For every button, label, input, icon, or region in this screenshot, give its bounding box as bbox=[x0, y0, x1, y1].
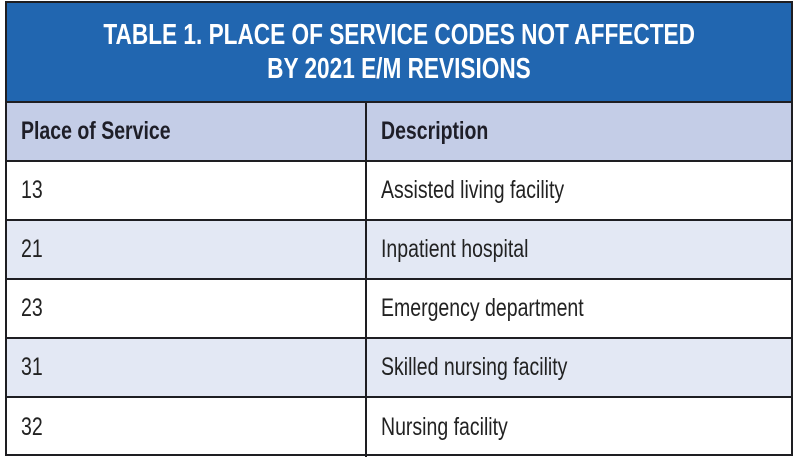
cell-description: Assisted living facility bbox=[381, 176, 565, 204]
table-header-row: Place of Service Description bbox=[7, 103, 791, 162]
cell-code: 31 bbox=[7, 339, 367, 396]
header-description: Description bbox=[381, 117, 489, 145]
title-line-1: TABLE 1. PLACE OF SERVICE CODES NOT AFFE… bbox=[103, 19, 695, 51]
table-row: 13 Assisted living facility bbox=[7, 162, 791, 221]
table-row: 23 Emergency department bbox=[7, 280, 791, 339]
table-row: 32 Nursing facility bbox=[7, 398, 791, 457]
header-place-of-service: Place of Service bbox=[7, 103, 367, 160]
table-title: TABLE 1. PLACE OF SERVICE CODES NOT AFFE… bbox=[7, 3, 791, 103]
cell-code: 13 bbox=[7, 162, 367, 219]
table-row: 31 Skilled nursing facility bbox=[7, 339, 791, 398]
cell-description: Skilled nursing facility bbox=[381, 353, 568, 381]
cell-description: Nursing facility bbox=[381, 413, 508, 441]
cell-code: 32 bbox=[7, 398, 367, 457]
cell-description: Inpatient hospital bbox=[381, 235, 529, 263]
table-row: 21 Inpatient hospital bbox=[7, 221, 791, 280]
cell-description: Emergency department bbox=[381, 294, 584, 322]
title-line-2: BY 2021 E/M REVISIONS bbox=[267, 53, 531, 85]
table-frame: TABLE 1. PLACE OF SERVICE CODES NOT AFFE… bbox=[5, 1, 793, 457]
cell-code: 21 bbox=[7, 221, 367, 278]
cell-code: 23 bbox=[7, 280, 367, 337]
